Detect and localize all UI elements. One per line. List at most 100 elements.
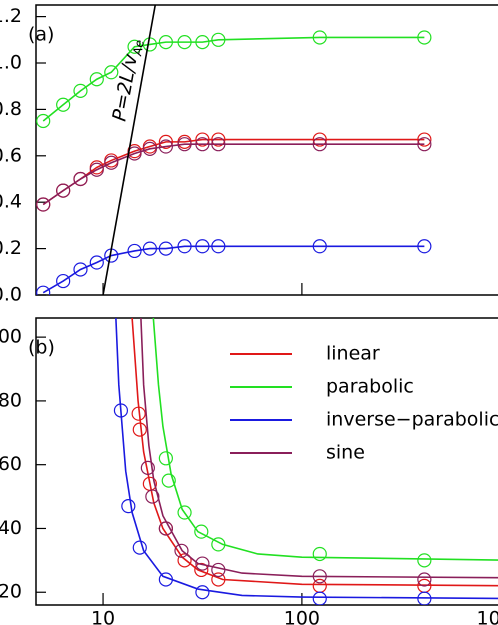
y-tick-label: 60 xyxy=(0,453,22,475)
fit-line xyxy=(115,318,498,600)
data-point xyxy=(194,562,209,578)
data-point xyxy=(56,97,71,112)
y-tick-label: 1.0 xyxy=(0,52,22,74)
data-point xyxy=(56,183,71,198)
data-point xyxy=(89,162,104,177)
fit-line xyxy=(140,318,498,579)
data-point xyxy=(177,35,192,50)
fit-line xyxy=(152,318,498,561)
x-tick-label: 100 xyxy=(284,608,320,625)
data-point xyxy=(312,30,327,45)
annotation-subscript: Ae xyxy=(130,39,147,58)
y-tick-label: 0.6 xyxy=(0,144,22,166)
data-point xyxy=(211,537,226,552)
data-point xyxy=(417,30,432,45)
data-point xyxy=(195,35,210,50)
series-line xyxy=(42,138,425,206)
data-point xyxy=(158,139,173,154)
series-line xyxy=(42,36,425,122)
data-point xyxy=(89,72,104,87)
data-point xyxy=(132,540,147,555)
data-point xyxy=(312,546,327,562)
data-point xyxy=(158,134,173,149)
data-point xyxy=(195,132,210,147)
data-point xyxy=(104,155,119,170)
data-point xyxy=(174,543,189,558)
data-point xyxy=(195,585,210,600)
data-point xyxy=(140,460,155,475)
panel: 0.0 0.2 0.4 0.6 0.8 1.0 1.2 (a) P=2L/vAe xyxy=(0,4,498,306)
data-point xyxy=(142,241,157,256)
data-point xyxy=(417,132,432,147)
data-point xyxy=(312,239,327,254)
legend-label: inverse−parabolic xyxy=(326,409,498,431)
data-point xyxy=(211,132,226,147)
data-point xyxy=(158,241,173,256)
data-point xyxy=(142,141,157,156)
data-point xyxy=(127,243,142,259)
plot-frame xyxy=(35,4,498,296)
data-point xyxy=(73,262,88,277)
y-tick-label: 1.2 xyxy=(0,5,22,27)
plot-frame xyxy=(35,317,498,606)
series-line xyxy=(42,245,425,294)
data-point xyxy=(89,255,104,270)
fit-line xyxy=(131,318,498,587)
data-point xyxy=(158,451,173,466)
data-point xyxy=(131,406,146,421)
data-point xyxy=(177,137,192,152)
data-point xyxy=(417,572,432,587)
data-point xyxy=(132,422,147,437)
data-point xyxy=(158,572,173,587)
x-tick-label: 10 xyxy=(91,608,115,625)
data-point xyxy=(417,591,432,605)
plot-area xyxy=(36,5,432,295)
data-point xyxy=(36,113,51,129)
data-point xyxy=(56,273,71,289)
data-point xyxy=(312,569,327,584)
data-point xyxy=(195,556,210,571)
panel-label: (b) xyxy=(28,337,55,359)
panel-label: (a) xyxy=(28,24,54,46)
data-point xyxy=(211,562,226,578)
data-point xyxy=(113,403,129,418)
data-point xyxy=(158,521,173,536)
data-point xyxy=(211,32,226,47)
data-point xyxy=(121,499,136,514)
y-tick-label: 0.0 xyxy=(0,284,22,306)
data-point xyxy=(417,137,432,152)
y-tick-label: 0.2 xyxy=(0,237,22,259)
legend-label: parabolic xyxy=(326,376,414,398)
data-point xyxy=(127,39,142,54)
data-point xyxy=(194,524,209,539)
data-point xyxy=(177,505,192,520)
data-point xyxy=(36,197,51,212)
data-point xyxy=(161,473,176,488)
data-point xyxy=(36,285,51,295)
data-point xyxy=(195,239,210,254)
data-point xyxy=(417,553,432,568)
y-tick-label: 0.4 xyxy=(0,191,22,213)
y-tick-label: 0.8 xyxy=(0,98,22,120)
y-tick-label: 40 xyxy=(0,517,22,539)
data-point xyxy=(211,572,226,587)
plot-area xyxy=(113,318,498,605)
data-point xyxy=(104,65,119,80)
y-tick-label: 80 xyxy=(0,389,22,411)
annotation-line xyxy=(102,5,157,295)
y-tick-label: 20 xyxy=(0,581,22,603)
data-point xyxy=(73,83,88,98)
legend-label: linear xyxy=(326,343,380,365)
data-point xyxy=(417,239,432,254)
data-point xyxy=(211,239,226,254)
data-point xyxy=(145,489,160,504)
data-point xyxy=(177,553,192,568)
panel: 20 40 60 80 100 10 100 1000 (b) linear parabolic in… xyxy=(0,317,498,625)
series-line xyxy=(42,143,425,206)
data-point xyxy=(195,137,210,152)
data-point xyxy=(312,137,327,152)
y-tick-label: 100 xyxy=(0,326,22,348)
data-point xyxy=(211,137,226,152)
data-point xyxy=(312,132,327,147)
